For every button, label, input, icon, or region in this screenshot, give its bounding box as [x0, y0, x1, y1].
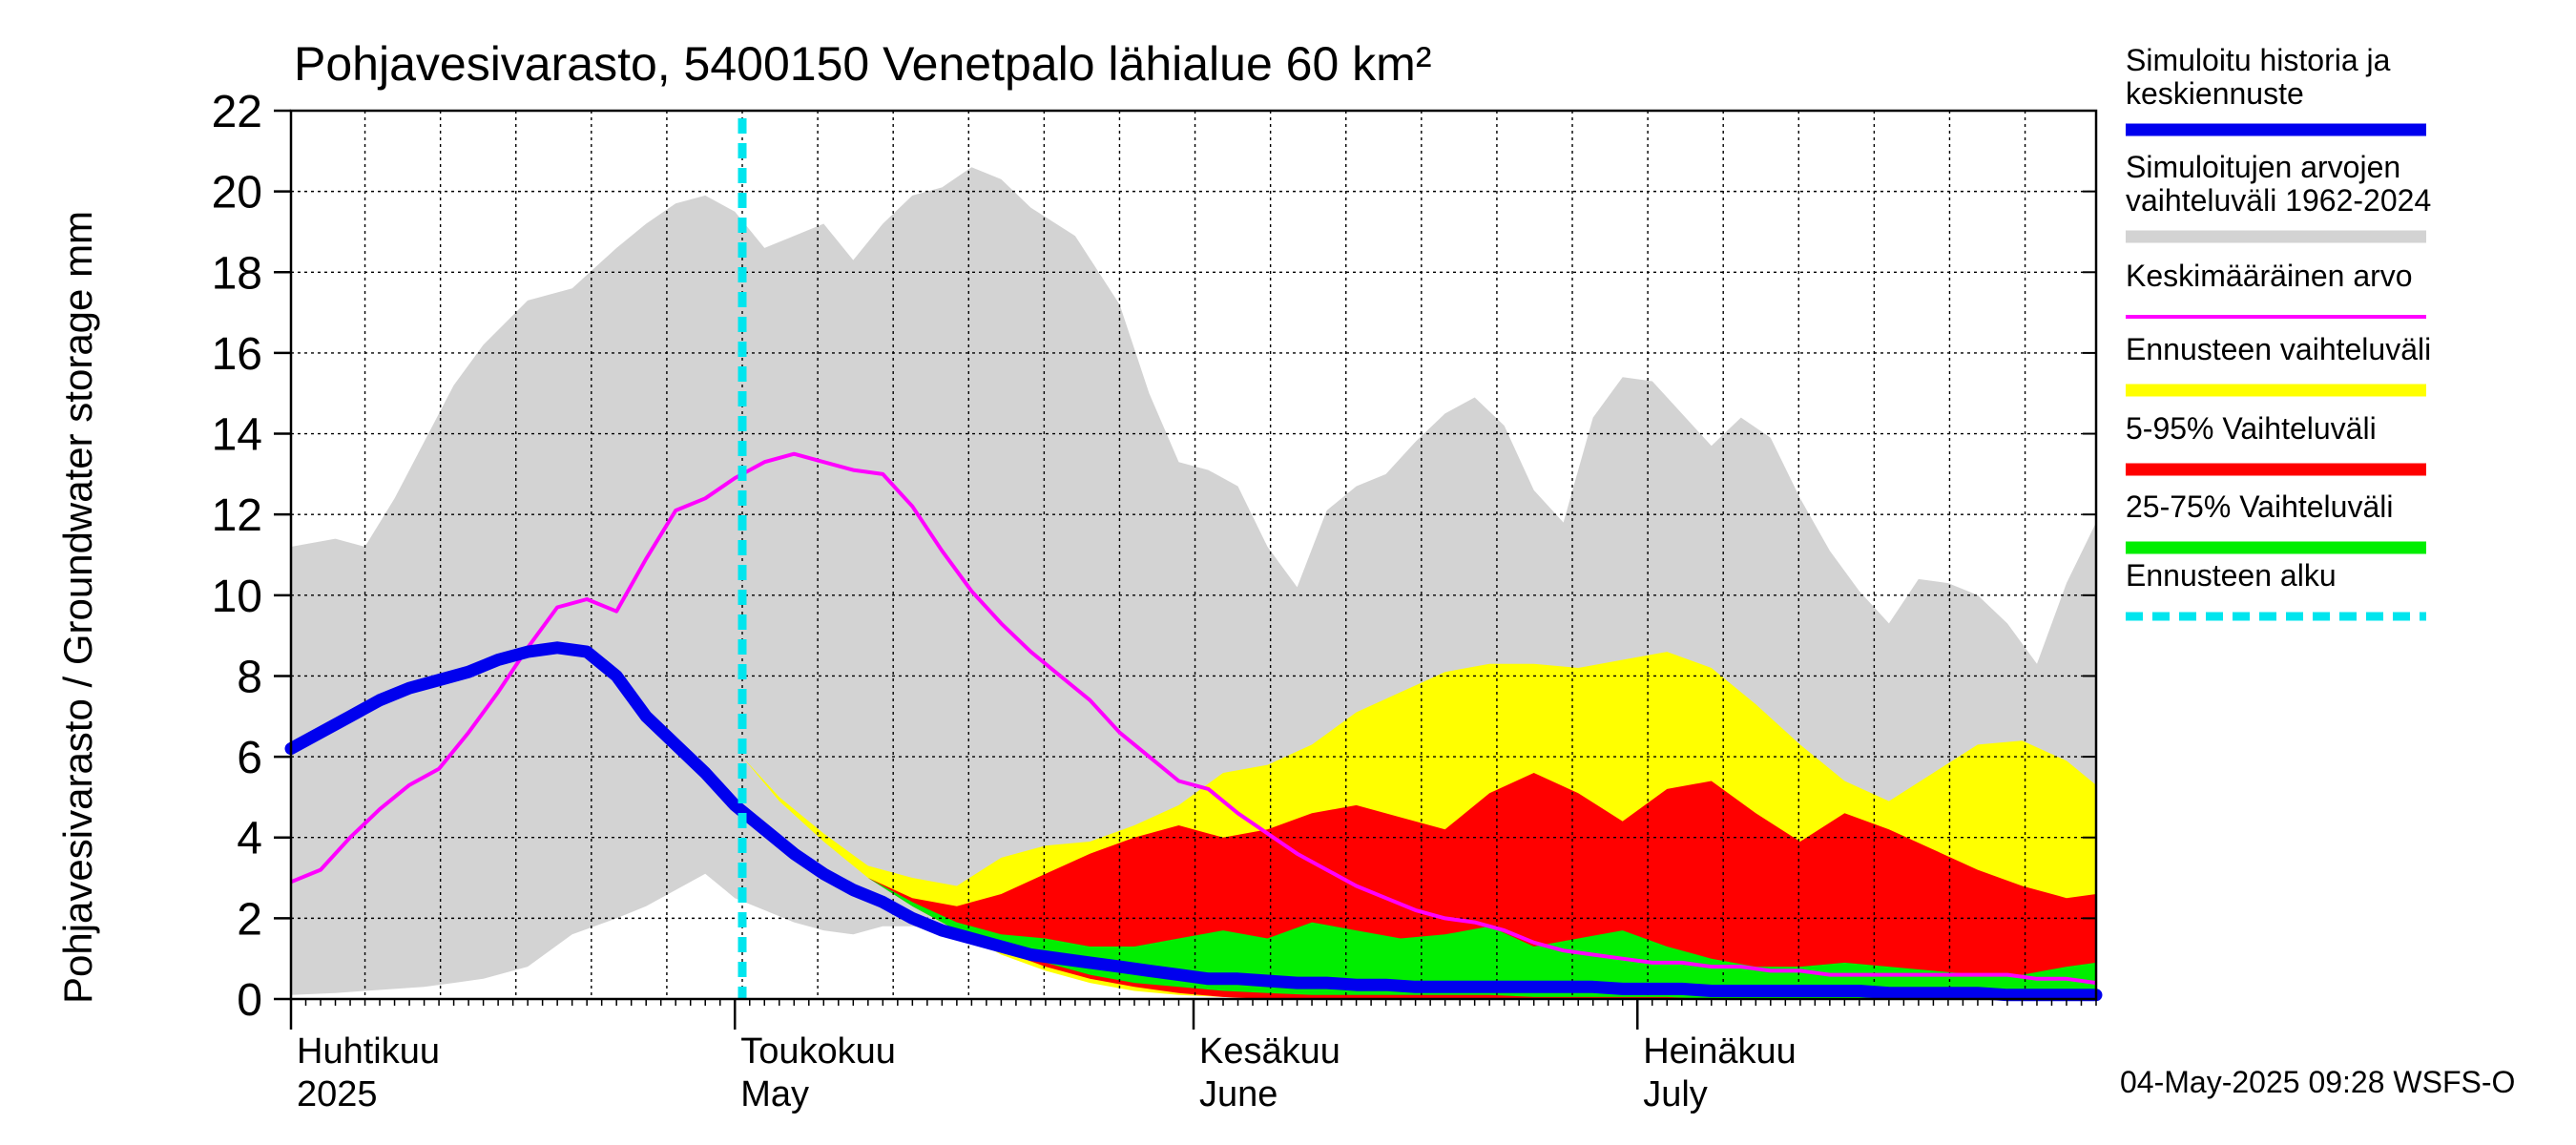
y-tick-label: 16 — [212, 329, 262, 380]
y-tick-label: 10 — [212, 572, 262, 622]
legend-label: 5-95% Vaihteluväli — [2126, 411, 2377, 446]
y-tick-label: 14 — [212, 410, 262, 461]
chart-bands — [291, 167, 2096, 999]
y-tick-label: 2 — [237, 894, 262, 945]
y-axis-label: Pohjavesivarasto / Groundwater storage m… — [55, 211, 100, 1004]
x-month-label-en: June — [1199, 1074, 1278, 1114]
x-month-label-en: July — [1643, 1074, 1708, 1114]
legend-label-2: keskiennuste — [2126, 76, 2304, 111]
y-tick-label: 0 — [237, 975, 262, 1026]
chart-grid — [291, 111, 2096, 999]
x-month-label-fi: Huhtikuu — [297, 1031, 440, 1072]
legend-label: Keskimääräinen arvo — [2126, 259, 2413, 293]
y-tick-label: 4 — [237, 814, 262, 864]
simulated-forecast-line — [284, 641, 2103, 1002]
y-tick-label: 18 — [212, 248, 262, 299]
range-5-95-band — [742, 757, 2096, 999]
x-month-label-fi: Kesäkuu — [1199, 1031, 1340, 1072]
legend-label: Simuloitu historia ja — [2126, 43, 2391, 77]
chart-lines — [284, 118, 2103, 1002]
x-month-label-fi: Heinäkuu — [1643, 1031, 1797, 1072]
y-tick-label: 20 — [212, 168, 262, 219]
y-tick-label: 6 — [237, 733, 262, 783]
footer-timestamp: 04-May-2025 09:28 WSFS-O — [2120, 1065, 2515, 1099]
chart-title: Pohjavesivarasto, 5400150 Venetpalo lähi… — [294, 37, 1431, 91]
legend-label: Ennusteen vaihteluväli — [2126, 332, 2431, 366]
y-tick-label: 22 — [212, 87, 262, 137]
legend-label: Ennusteen alku — [2126, 558, 2337, 593]
x-month-label-fi: Toukokuu — [740, 1031, 896, 1072]
y-tick-label: 12 — [212, 490, 262, 541]
x-month-label-en: May — [740, 1074, 809, 1114]
mean-line — [290, 451, 2097, 986]
y-tick-label: 8 — [237, 652, 262, 702]
legend-label: 25-75% Vaihteluväli — [2126, 489, 2393, 524]
legend-label-2: vaihteluväli 1962-2024 — [2126, 183, 2431, 218]
x-month-label-en: 2025 — [297, 1074, 378, 1114]
legend-label: Simuloitujen arvojen — [2126, 150, 2400, 184]
